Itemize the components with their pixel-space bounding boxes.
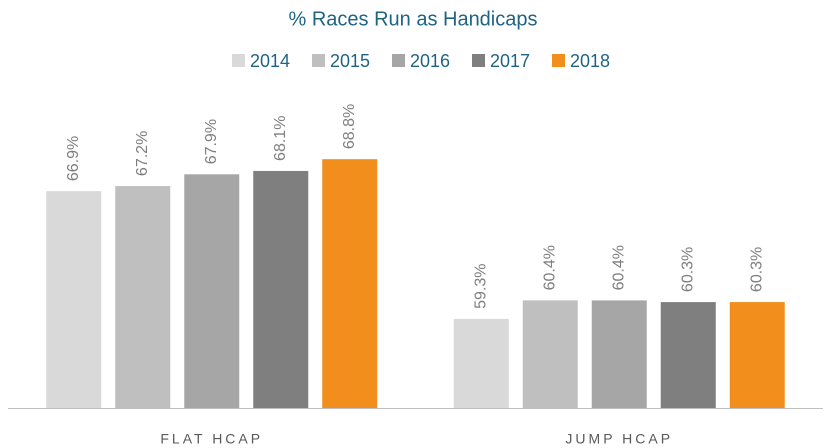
legend-label: 2014	[250, 51, 290, 71]
data-label: 67.9%	[203, 119, 220, 164]
legend-swatch	[472, 54, 485, 67]
bar	[46, 191, 102, 408]
legend-label: 2015	[330, 51, 370, 71]
legend-swatch	[552, 54, 565, 67]
x-tick-label: JUMP HCAP	[565, 431, 673, 447]
data-label: 66.9%	[65, 136, 82, 181]
bar	[522, 300, 578, 408]
data-label: 68.8%	[341, 104, 358, 149]
legend-label: 2017	[490, 51, 530, 71]
data-label: 60.3%	[679, 247, 696, 292]
bar	[253, 170, 309, 408]
bar	[660, 302, 716, 408]
data-label: 67.2%	[134, 131, 151, 176]
legend-swatch	[392, 54, 405, 67]
bar	[453, 318, 509, 408]
bar	[591, 300, 647, 408]
legend-swatch	[312, 54, 325, 67]
legend-label: 2016	[410, 51, 450, 71]
data-label: 68.1%	[272, 116, 289, 161]
data-label: 59.3%	[472, 264, 489, 309]
bar	[115, 186, 171, 408]
x-tick-label: FLAT HCAP	[160, 431, 263, 447]
chart-title: % Races Run as Handicaps	[288, 8, 537, 30]
bar	[184, 174, 240, 408]
legend-swatch	[232, 54, 245, 67]
data-label: 60.3%	[748, 247, 765, 292]
bar	[322, 159, 378, 408]
bar	[729, 302, 785, 408]
data-label: 60.4%	[610, 245, 627, 290]
legend-label: 2018	[570, 51, 610, 71]
data-label: 60.4%	[541, 245, 558, 290]
